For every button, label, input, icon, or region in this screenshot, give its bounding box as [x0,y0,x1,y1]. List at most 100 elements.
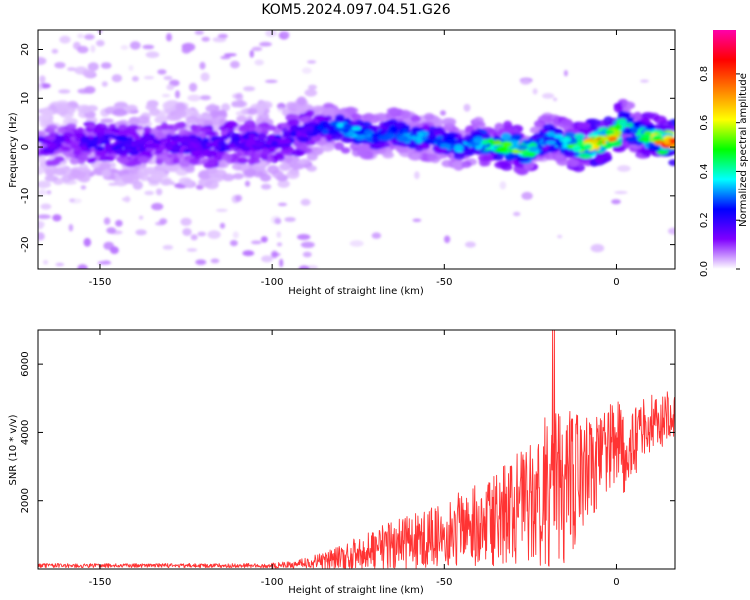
spectrogram-noise-blob [157,69,167,75]
spectrogram-y-tick-label: 10 [20,92,31,105]
spectrogram-noise-blob [38,57,47,65]
spectrogram-noise-blob [277,202,288,207]
spectrogram-noise-blob [276,242,283,247]
spectrogram-noise-blob [259,41,272,47]
spectrogram-ridge-blob [240,124,251,132]
spectrogram-ridge-blob [396,146,409,153]
spectrogram-noise-blob [298,265,310,269]
spectrogram-noise-blob [197,231,206,237]
spectrogram-noise-blob [77,264,88,269]
spectrogram-ridge-blob [329,129,339,135]
spectrogram-ridge-blob [172,157,181,165]
spectrogram-ridge-blob [260,149,272,156]
spectrogram-ridge-blob [333,142,345,151]
snr-series-line [38,330,675,569]
spectrogram-ridge-blob [305,140,316,146]
spectrogram-frame [37,29,676,270]
spectrogram-noise-blob [542,93,555,99]
spectrogram-ridge-blob [474,121,486,129]
colorbar-tick-label: 0.8 [699,66,710,82]
spectrogram-ridge-blob [292,149,304,157]
spectrogram-ridge-blob [377,135,386,141]
spectrogram-noise-blob [187,94,201,102]
spectrogram-noise-blob [276,231,282,238]
spectrogram-ridge-blob [116,137,129,142]
spectrogram-ridge-blob [663,139,671,145]
spectrogram-ridge-blob [104,143,116,149]
spectrogram-ridge-blob [416,137,423,144]
spectrogram-noise-blob [463,103,471,112]
spectrogram-ridge-blob [356,148,368,157]
spectrogram-ridge-blob [38,155,47,163]
spectrogram-x-axis-label: Height of straight line (km) [288,286,424,297]
spectrogram-x-ticks: -150 -100 -50 0 [89,30,620,288]
spectrogram-ridge-blob [306,152,318,161]
spectrogram-ridge-blob [111,127,120,133]
spectrogram-noise-blob [67,67,76,71]
spectrogram-noise-blob [223,53,237,57]
spectrogram-noise-blob [106,227,117,234]
spectrogram-ridge-blob [253,141,264,148]
colorbar: 0.0 0.2 0.4 0.6 0.8 Normalized spectral ampl… [699,30,749,277]
spectrogram-ridge-blob [112,108,128,117]
spectrogram-ridge-blob [60,146,70,151]
spectrogram-ridge-blob [626,122,634,128]
spectrogram-ridge-blob [382,151,395,159]
spectrogram-ridge-blob [613,104,624,113]
spectrogram-noise-blob [230,60,240,69]
spectrogram-ridge-blob [77,156,90,161]
colorbar-tick-label: 0.2 [699,212,710,228]
spectrogram-noise-blob [166,33,172,42]
spectrogram-ridge-blob [170,136,180,141]
spectrogram-ridge-blob [136,115,150,125]
spectrogram-ridge-blob [221,154,233,162]
spectrogram-ridge-blob [45,168,55,177]
spectrogram-ridge-blob [66,123,77,129]
spectrogram-noise-blob [100,118,114,124]
spectrogram-ridge-blob [419,130,429,137]
spectrogram-ridge-blob [595,154,605,164]
spectrogram-noise-blob [161,94,171,98]
spectrogram-ridge-blob [290,130,297,138]
spectrogram-ridge-blob [46,135,57,141]
spectrogram-ridge-blob [138,155,149,164]
spectrogram-ridge-blob [192,137,199,142]
spectrogram-ridge-blob [38,130,46,137]
spectrogram-noise-blob [349,240,364,247]
spectrogram-noise-blob [163,75,173,81]
spectrogram-noise-blob [55,262,65,267]
spectrogram-noise-blob [68,224,74,232]
spectrogram-ridge-blob [495,146,508,154]
spectrogram-x-tick-label: 0 [613,277,619,288]
spectrogram-ridge-blob [155,158,164,165]
spectrogram-ridge-blob [504,153,517,161]
spectrogram-noise-blob [142,44,155,50]
spectrogram-ridge-blob [127,124,139,131]
spectrogram-ridge-blob [652,136,662,141]
snr-y-tick-label: 6000 [20,351,31,376]
spectrogram-ridge-blob [354,134,367,141]
spectrogram-ridge-blob [473,136,484,144]
spectrogram-ridge-blob [301,124,309,130]
spectrogram-ridge-blob [432,127,445,134]
spectrogram-ridge-blob [260,173,272,182]
spectrogram-ridge-blob [668,159,675,166]
spectrogram-noise-blob [220,55,231,60]
spectrogram-ridge-blob [388,107,400,116]
spectrogram-ridge-blob [545,153,557,161]
spectrogram-noise-blob [210,258,220,264]
spectrogram-ridge-blob [317,125,324,131]
spectrogram-ridge-blob [621,111,631,118]
spectrogram-ridge-blob [409,135,419,141]
spectrogram-ridge-blob [583,143,593,150]
spectrogram-ridge-blob [144,143,156,149]
spectrogram-ridge-blob [441,117,457,127]
spectrogram-ridge-blob [637,137,650,142]
spectrogram-ridge-blob [287,119,300,127]
spectrogram-ridge-blob [143,126,152,134]
spectrogram-ridge-blob [306,109,315,117]
spectrogram-ridge-blob [80,136,90,143]
spectrogram-ridge-blob [178,129,189,135]
spectrogram-ridge-blob [545,140,557,145]
spectrogram-ridge-blob [183,135,192,143]
